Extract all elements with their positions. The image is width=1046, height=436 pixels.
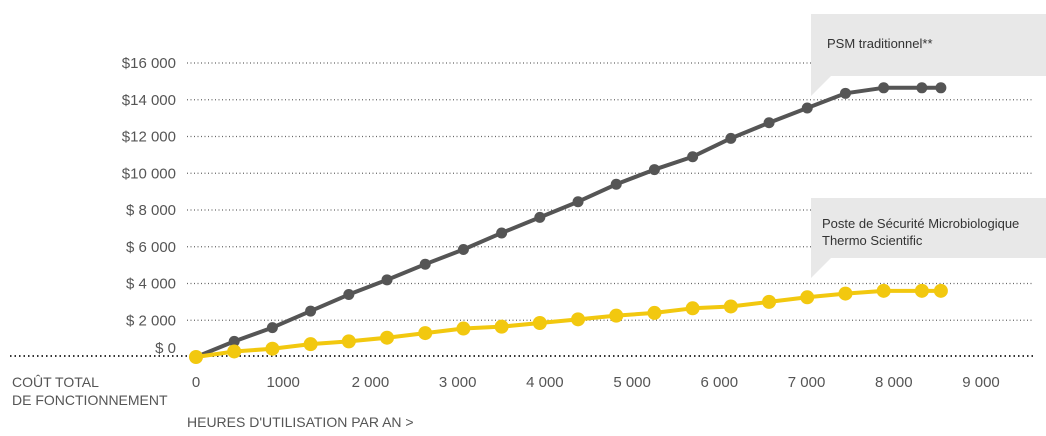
data-point bbox=[916, 82, 928, 94]
legend-callout-line: Poste de Sécurité Microbiologique bbox=[822, 216, 1020, 231]
data-point bbox=[532, 316, 547, 331]
data-point bbox=[648, 164, 660, 176]
x-tick-label: 9 000 bbox=[962, 374, 1000, 391]
x-tick-label: 4 000 bbox=[526, 374, 564, 391]
data-point bbox=[878, 82, 890, 94]
x-tick-label: 7 000 bbox=[788, 374, 826, 391]
series-1 bbox=[189, 283, 948, 364]
data-series bbox=[189, 82, 948, 364]
data-point bbox=[419, 258, 431, 270]
data-point bbox=[189, 350, 203, 364]
data-point bbox=[723, 299, 738, 314]
legend-callout-text: PSM traditionnel** bbox=[827, 35, 933, 52]
data-point bbox=[494, 319, 509, 334]
data-point bbox=[534, 211, 546, 223]
data-point bbox=[839, 87, 851, 99]
data-point bbox=[572, 196, 584, 208]
data-point bbox=[457, 244, 469, 256]
data-point bbox=[496, 227, 508, 239]
data-point bbox=[647, 305, 662, 320]
data-point bbox=[456, 321, 471, 336]
data-point bbox=[418, 326, 433, 341]
data-point bbox=[800, 290, 815, 305]
data-point bbox=[380, 330, 395, 345]
x-tick-label: 5 000 bbox=[613, 374, 651, 391]
y-axis-title-line-2: DE FONCTIONNEMENT bbox=[12, 392, 168, 408]
legend-callout-line: Thermo Scientific bbox=[822, 233, 923, 248]
x-tick-label: 2 000 bbox=[352, 374, 390, 391]
y-tick-label: $14 000 bbox=[122, 92, 176, 109]
x-tick-label: 6 000 bbox=[701, 374, 739, 391]
data-point bbox=[610, 178, 622, 190]
legend-callout-thermo-psm: Poste de Sécurité Microbiologique Thermo… bbox=[811, 198, 1046, 278]
x-tick-label: 1000 bbox=[267, 374, 300, 391]
data-point bbox=[685, 301, 700, 316]
x-tick-label: 3 000 bbox=[439, 374, 477, 391]
y-tick-label: $12 000 bbox=[122, 129, 176, 146]
x-tick-label: 0 bbox=[192, 374, 200, 391]
data-point bbox=[571, 312, 586, 327]
callout-tail bbox=[811, 258, 831, 278]
data-point bbox=[935, 82, 947, 94]
data-point bbox=[381, 274, 393, 286]
y-tick-label: $ 0 bbox=[155, 340, 176, 357]
y-tick-label: $16 000 bbox=[122, 55, 176, 72]
data-point bbox=[343, 289, 355, 301]
data-point bbox=[725, 132, 737, 144]
y-axis-title-line-1: COÛT TOTAL bbox=[12, 374, 99, 390]
legend-callout-line: PSM traditionnel** bbox=[827, 36, 933, 51]
data-point bbox=[687, 151, 699, 163]
data-point bbox=[914, 283, 929, 298]
data-point bbox=[838, 286, 853, 301]
y-tick-label: $ 2 000 bbox=[126, 312, 176, 329]
data-point bbox=[933, 283, 948, 298]
y-tick-label: $10 000 bbox=[122, 165, 176, 182]
data-point bbox=[303, 337, 318, 352]
y-tick-label: $ 8 000 bbox=[126, 202, 176, 219]
data-point bbox=[341, 334, 356, 349]
y-tick-label: $ 6 000 bbox=[126, 239, 176, 256]
data-point bbox=[305, 305, 317, 317]
x-tick-label: 8 000 bbox=[875, 374, 913, 391]
data-point bbox=[762, 294, 777, 309]
y-axis-tick-labels: $ 0 $ 2 000 $ 4 000 $ 6 000 $ 8 000 $10 000 $1… bbox=[122, 55, 176, 357]
y-tick-label: $ 4 000 bbox=[126, 276, 176, 293]
callout-tail bbox=[811, 76, 831, 96]
legend-callout-text: Poste de Sécurité Microbiologique Thermo… bbox=[822, 215, 1019, 249]
data-point bbox=[876, 283, 891, 298]
data-point bbox=[228, 335, 240, 347]
y-axis-title: COÛT TOTAL DE FONCTIONNEMENT bbox=[12, 373, 168, 409]
data-point bbox=[801, 102, 813, 114]
data-point bbox=[266, 322, 278, 334]
x-axis-tick-labels: 0 1000 2 000 3 000 4 000 5 000 6 000 7 000 8 000… bbox=[192, 374, 1000, 391]
data-point bbox=[763, 117, 775, 129]
data-point bbox=[609, 308, 624, 323]
data-point bbox=[227, 344, 242, 359]
x-axis-title: HEURES D'UTILISATION PAR AN > bbox=[187, 414, 414, 430]
gridlines bbox=[187, 62, 1032, 321]
data-point bbox=[265, 341, 280, 356]
legend-callout-traditional-psm: PSM traditionnel** bbox=[811, 14, 1046, 96]
